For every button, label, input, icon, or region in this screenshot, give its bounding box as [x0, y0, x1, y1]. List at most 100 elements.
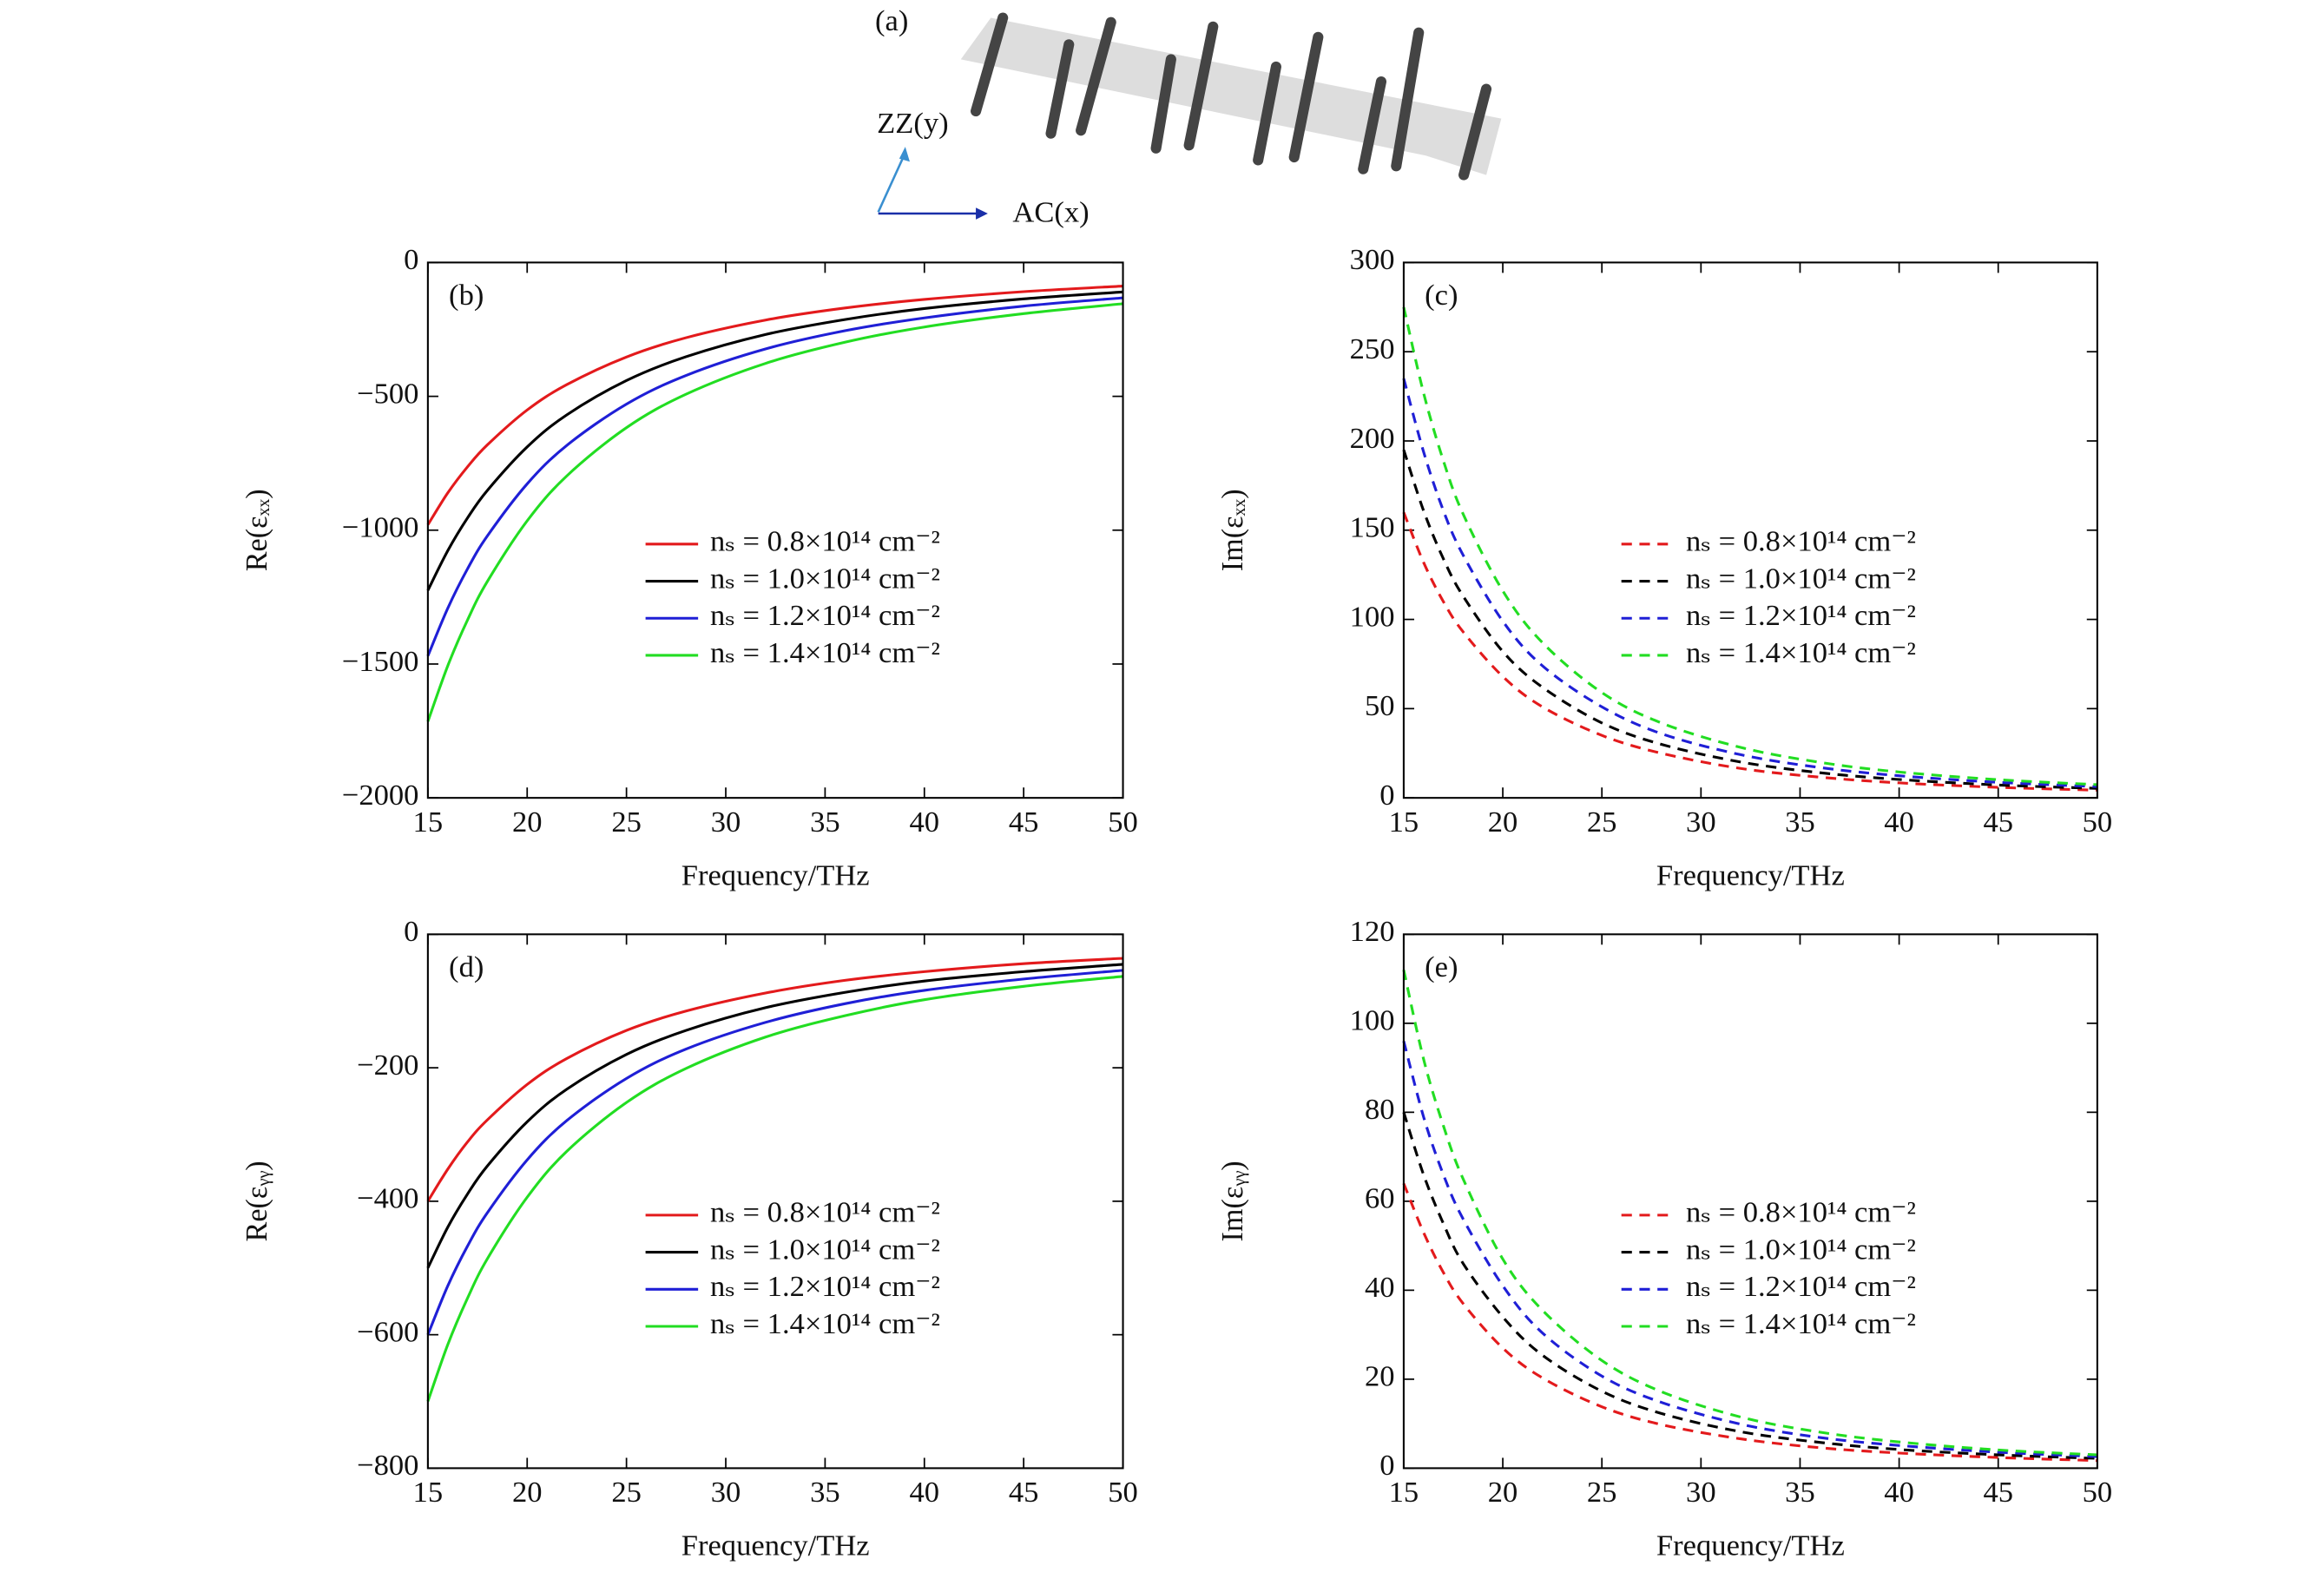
panel-label: (b) [449, 279, 484, 312]
series-line [426, 975, 1123, 1403]
y-tick-label: 100 [1350, 601, 1395, 634]
y-axis-title: Re(εₓₓ) [240, 489, 273, 571]
arrowhead [976, 207, 988, 220]
x-tick-label: 15 [413, 1476, 444, 1509]
y-tick-label: 100 [1350, 1004, 1395, 1037]
plot-frame [426, 261, 1124, 799]
panel-label: (c) [1425, 279, 1458, 312]
legend-label: nₛ = 1.0×10¹⁴ cm⁻² [710, 1233, 940, 1266]
y-axis-title: Re(εᵧᵧ) [240, 1161, 273, 1241]
x-tick-label: 40 [909, 806, 939, 839]
panel-label: (d) [449, 950, 484, 983]
x-axis-title: Frequency/THz [1656, 1529, 1845, 1562]
legend-label: nₛ = 1.4×10¹⁴ cm⁻² [710, 1307, 940, 1340]
y-tick-label: −2000 [342, 779, 419, 812]
x-axis-title: Frequency/THz [681, 1529, 870, 1562]
y-tick-label: −500 [357, 378, 418, 411]
y-tick-label: 0 [1379, 1449, 1394, 1482]
panel-label: (e) [1425, 950, 1458, 983]
x-tick-label: 35 [810, 1476, 840, 1509]
x-tick-label: 30 [1686, 1476, 1716, 1509]
x-axis-title: Frequency/THz [681, 858, 870, 891]
y-tick-label: −1000 [342, 511, 419, 544]
x-tick-label: 20 [1488, 1476, 1518, 1509]
series-line [426, 969, 1123, 1336]
x-tick-label: 25 [611, 806, 642, 839]
y-tick-label: 40 [1365, 1271, 1395, 1304]
y-tick-label: 80 [1365, 1093, 1395, 1126]
series-line [426, 963, 1123, 1269]
arrowhead [899, 147, 910, 162]
legend-label: nₛ = 1.0×10¹⁴ cm⁻² [710, 562, 940, 595]
y-tick-label: −400 [357, 1182, 418, 1215]
series-line [426, 302, 1123, 722]
y-tick-label: 0 [1379, 779, 1394, 812]
x-tick-label: 15 [413, 806, 444, 839]
legend-label: nₛ = 1.4×10¹⁴ cm⁻² [710, 636, 940, 669]
x-tick-label: 20 [512, 806, 543, 839]
panel-label: (a) [875, 4, 908, 37]
y-axis-title: Im(εᵧᵧ) [1216, 1161, 1249, 1241]
y-tick-label: −600 [357, 1316, 418, 1349]
x-tick-label: 30 [711, 806, 741, 839]
y-tick-label: 0 [404, 915, 418, 948]
x-tick-label: 50 [2083, 806, 2113, 839]
y-tick-label: 120 [1350, 915, 1395, 948]
x-tick-label: 40 [1884, 806, 1914, 839]
series-line [1402, 1182, 2097, 1463]
series-line [426, 957, 1123, 1202]
y-tick-label: 150 [1350, 511, 1395, 544]
x-tick-label: 35 [1785, 1476, 1815, 1509]
axis-label: ZZ(y) [877, 107, 949, 140]
x-tick-label: 45 [1009, 1476, 1039, 1509]
x-tick-label: 45 [1983, 1476, 2013, 1509]
plot-frame [426, 933, 1124, 1470]
y-tick-label: 200 [1350, 422, 1395, 455]
legend-label: nₛ = 1.0×10¹⁴ cm⁻² [1686, 1233, 1916, 1266]
x-tick-label: 50 [1108, 806, 1138, 839]
legend-label: nₛ = 1.2×10¹⁴ cm⁻² [1686, 599, 1916, 632]
x-tick-label: 20 [1488, 806, 1518, 839]
x-tick-label: 45 [1983, 806, 2013, 839]
legend-label: nₛ = 0.8×10¹⁴ cm⁻² [710, 1196, 940, 1229]
y-tick-label: −200 [357, 1049, 418, 1082]
x-tick-label: 40 [1884, 1476, 1914, 1509]
plot-frame [1402, 261, 2098, 799]
series-line [1402, 1111, 2097, 1460]
x-tick-label: 30 [711, 1476, 741, 1509]
axis-label: AC(x) [1012, 196, 1089, 229]
x-tick-label: 20 [512, 1476, 543, 1509]
legend-label: nₛ = 0.8×10¹⁴ cm⁻² [1686, 1196, 1916, 1229]
x-axis-title: Frequency/THz [1656, 858, 1845, 891]
y-tick-label: −1500 [342, 645, 419, 678]
ridges [971, 12, 1492, 181]
x-tick-label: 30 [1686, 806, 1716, 839]
y-tick-label: −800 [357, 1449, 418, 1482]
y-tick-label: 60 [1365, 1182, 1395, 1215]
y-tick-label: 20 [1365, 1360, 1395, 1393]
y-tick-label: 250 [1350, 332, 1395, 365]
series-line [1402, 449, 2097, 790]
series-line [1402, 970, 2097, 1457]
y-tick-label: 300 [1350, 243, 1395, 276]
x-tick-label: 25 [611, 1476, 642, 1509]
legend-label: nₛ = 1.2×10¹⁴ cm⁻² [710, 599, 940, 632]
x-tick-label: 25 [1587, 1476, 1617, 1509]
legend-label: nₛ = 1.2×10¹⁴ cm⁻² [1686, 1270, 1916, 1303]
series-line [426, 296, 1123, 657]
x-tick-label: 45 [1009, 806, 1039, 839]
x-tick-label: 50 [1108, 1476, 1138, 1509]
y-axis-title: Im(εₓₓ) [1216, 489, 1249, 571]
zz-arrow [877, 152, 906, 213]
x-tick-label: 50 [2083, 1476, 2113, 1509]
x-tick-label: 35 [810, 806, 840, 839]
structure-diagram: (a) ZZ(y) AC(x) [875, 4, 1502, 229]
legend-label: nₛ = 1.4×10¹⁴ cm⁻² [1686, 636, 1916, 669]
x-tick-label: 35 [1785, 806, 1815, 839]
x-tick-label: 15 [1389, 806, 1419, 839]
x-tick-label: 40 [909, 1476, 939, 1509]
plot-frame [1402, 933, 2098, 1470]
x-tick-label: 25 [1587, 806, 1617, 839]
series-line [426, 290, 1123, 591]
